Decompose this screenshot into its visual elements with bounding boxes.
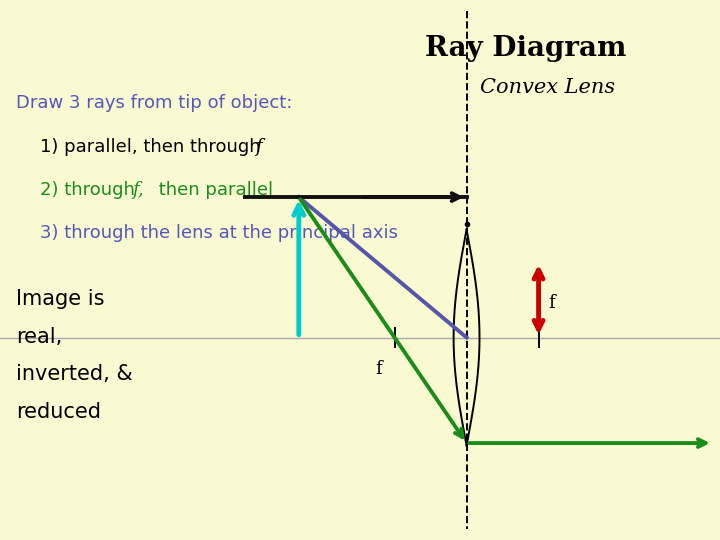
Text: 2) through: 2) through: [40, 181, 140, 199]
Text: Draw 3 rays from tip of object:: Draw 3 rays from tip of object:: [16, 94, 292, 112]
Text: real,: real,: [16, 327, 62, 347]
Text: f: f: [549, 294, 555, 312]
Text: inverted, &: inverted, &: [16, 364, 132, 384]
Text: f: f: [256, 138, 262, 156]
Text: Convex Lens: Convex Lens: [480, 78, 615, 97]
Text: then parallel: then parallel: [153, 181, 273, 199]
Text: f,: f,: [132, 181, 143, 199]
Text: 1) parallel, then through: 1) parallel, then through: [40, 138, 266, 156]
Text: f: f: [375, 360, 382, 378]
Text: Ray Diagram: Ray Diagram: [425, 35, 626, 62]
Text: Image is: Image is: [16, 289, 104, 309]
Text: 3) through the lens at the principal axis: 3) through the lens at the principal axi…: [40, 224, 397, 242]
Text: reduced: reduced: [16, 402, 101, 422]
